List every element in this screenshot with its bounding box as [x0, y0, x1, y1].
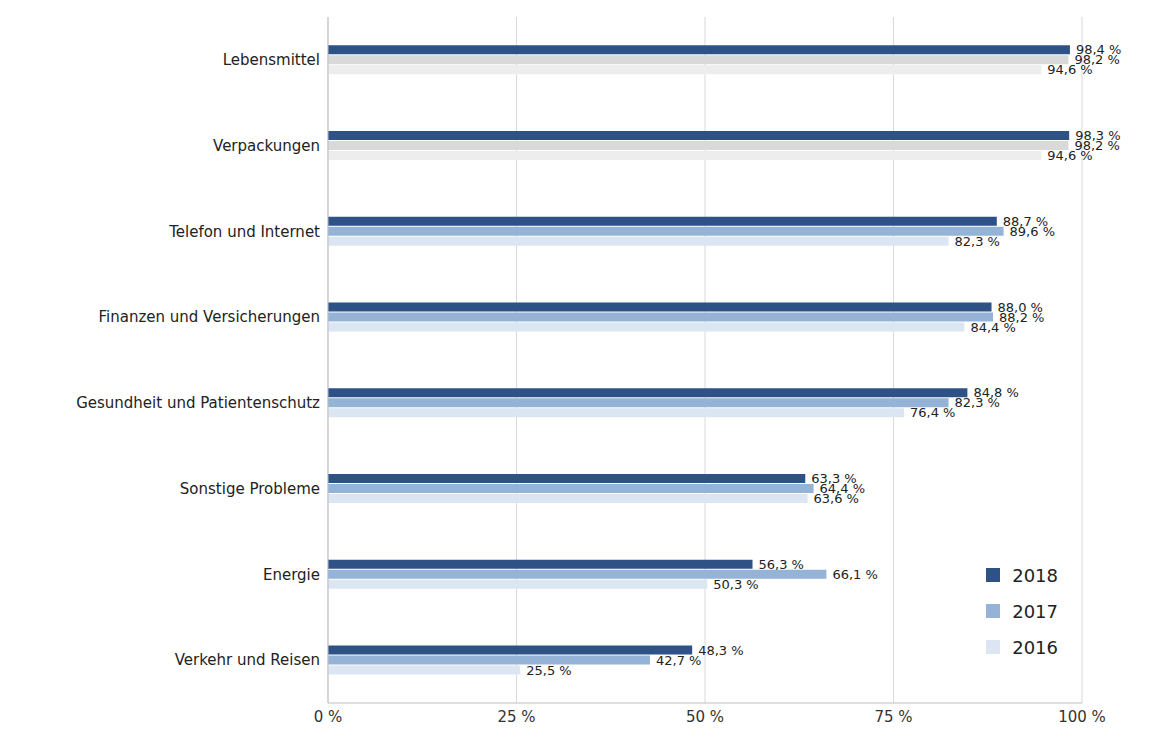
- svg-text:Energie: Energie: [263, 566, 320, 584]
- svg-text:88,7 %: 88,7 %: [1002, 213, 1049, 229]
- svg-text:50,3 %: 50,3 %: [713, 577, 758, 592]
- svg-text:50 %: 50 %: [686, 708, 724, 726]
- svg-text:84,4 %: 84,4 %: [970, 320, 1015, 335]
- svg-text:42,7 %: 42,7 %: [656, 653, 701, 668]
- html-text:2018: 2018: [1012, 564, 1058, 586]
- svg-text:25,5 %: 25,5 %: [526, 663, 571, 678]
- svg-text:76,4 %: 76,4 %: [910, 405, 955, 420]
- svg-text:84,8 %: 84,8 %: [973, 385, 1019, 401]
- svg-text:56,3 %: 56,3 %: [759, 557, 804, 572]
- svg-text:48,3 %: 48,3 %: [698, 643, 743, 658]
- svg-text:63,3 %: 63,3 %: [811, 471, 857, 487]
- svg-text:75 %: 75 %: [874, 708, 912, 726]
- svg-text:64,4 %: 64,4 %: [819, 481, 865, 497]
- svg-text:0 %: 0 %: [314, 708, 343, 726]
- svg-text:Gesundheit und Patientenschutz: Gesundheit und Patientenschutz: [76, 394, 320, 412]
- svg-text:63,6 %: 63,6 %: [814, 491, 859, 506]
- svg-text:89,6 %: 89,6 %: [1010, 224, 1055, 239]
- svg-text:Telefon und Internet: Telefon und Internet: [168, 223, 320, 241]
- svg-text:88,2 %: 88,2 %: [999, 309, 1045, 325]
- html-text:2017: 2017: [1012, 600, 1058, 622]
- svg-text:100 %: 100 %: [1058, 708, 1106, 726]
- svg-text:Finanzen und Versicherungen: Finanzen und Versicherungen: [99, 308, 320, 326]
- svg-text:25 %: 25 %: [497, 708, 535, 726]
- html-text:2016: 2016: [1012, 636, 1058, 658]
- svg-text:94,6 %: 94,6 %: [1047, 62, 1092, 77]
- svg-text:82,3 %: 82,3 %: [955, 395, 1000, 410]
- svg-text:98,2 %: 98,2 %: [1074, 52, 1120, 68]
- svg-text:66,1 %: 66,1 %: [832, 567, 877, 582]
- svg-text:88,0 %: 88,0 %: [997, 299, 1043, 315]
- svg-text:Lebensmittel: Lebensmittel: [223, 51, 320, 69]
- svg-text:98,4 %: 98,4 %: [1075, 42, 1122, 58]
- svg-text:82,3 %: 82,3 %: [955, 234, 1000, 249]
- svg-text:Verkehr und Reisen: Verkehr und Reisen: [175, 651, 320, 669]
- svg-text:98,2 %: 98,2 %: [1074, 138, 1120, 154]
- svg-text:Sonstige Probleme: Sonstige Probleme: [180, 480, 320, 498]
- svg-text:94,6 %: 94,6 %: [1047, 148, 1092, 163]
- svg-text:98,3 %: 98,3 %: [1075, 128, 1121, 144]
- svg-text:Verpackungen: Verpackungen: [213, 137, 320, 155]
